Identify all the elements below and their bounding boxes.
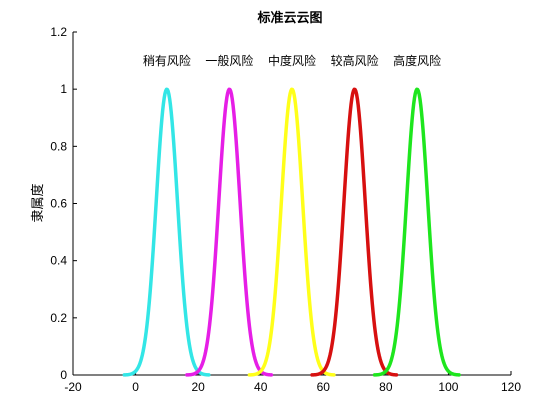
y-tick-label: 0.4: [50, 254, 67, 268]
y-tick-label: 0: [60, 368, 67, 382]
chart-title: 标准云云图: [256, 10, 322, 26]
x-tick-label: 80: [379, 380, 393, 394]
x-tick-label: 20: [191, 380, 205, 394]
series-annotation-5: 高度风险: [393, 53, 441, 68]
series-curve-5: [372, 87, 461, 377]
y-tick-label: 0.2: [50, 311, 67, 325]
plot-area: -20 0 20 40 60 80 100 12000.20.40.60.811.2稍有风险一…: [50, 25, 521, 394]
series-annotation-3: 中度风险: [268, 53, 316, 68]
series-annotation-4: 较高风险: [331, 53, 379, 68]
y-tick-label: 0.8: [50, 139, 67, 153]
x-tick-label: 100: [438, 380, 458, 394]
y-axis-label: 隶属度: [30, 183, 46, 222]
y-tick-label: 0.6: [50, 197, 67, 211]
series-annotation-2: 一般风险: [205, 53, 253, 68]
series-curve-1: [122, 87, 211, 377]
series-curve-4: [310, 87, 399, 377]
x-tick-label: 60: [317, 380, 331, 394]
y-tick-label: 1.2: [50, 25, 67, 39]
series-annotation-1: 稍有风险: [143, 53, 191, 68]
series-curve-3: [247, 87, 336, 377]
x-tick-label: 0: [132, 380, 139, 394]
x-tick-label: 120: [501, 380, 521, 394]
y-tick-label: 1: [60, 82, 67, 96]
x-tick-label: -20: [64, 380, 82, 394]
x-tick-label: 40: [254, 380, 268, 394]
series-curve-2: [185, 87, 274, 377]
